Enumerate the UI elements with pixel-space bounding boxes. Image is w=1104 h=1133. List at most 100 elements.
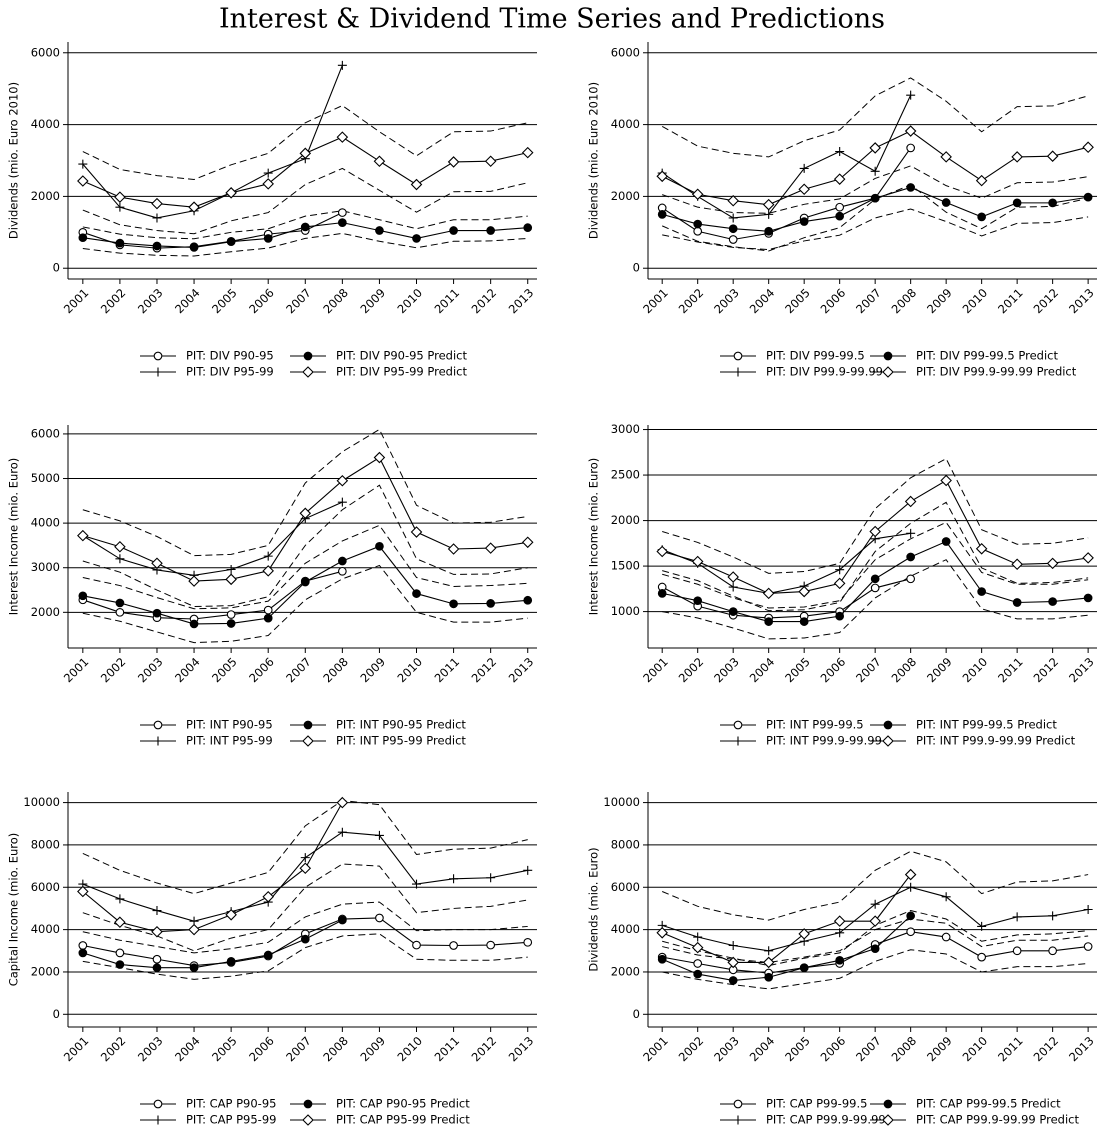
marker (1048, 946, 1057, 956)
marker (337, 497, 347, 507)
marker (693, 226, 703, 236)
marker (1012, 946, 1022, 956)
series-line (661, 147, 912, 241)
y-tick-label: 8000 (611, 837, 640, 851)
marker (225, 909, 237, 921)
marker (977, 921, 987, 931)
marker (904, 125, 917, 137)
legend-marker (303, 1099, 313, 1109)
marker (151, 197, 163, 210)
marker (188, 575, 200, 587)
marker (374, 830, 384, 840)
legend-label: PIT: INT P90-95 (186, 718, 273, 732)
legend-marker (303, 720, 313, 730)
legend-label: PIT: DIV P95-99 (186, 365, 274, 379)
marker (226, 565, 236, 575)
marker (1011, 558, 1023, 571)
marker (799, 163, 809, 173)
marker (521, 146, 534, 159)
confidence-band (662, 850, 1089, 921)
marker (833, 915, 846, 927)
marker (941, 892, 951, 902)
marker (300, 853, 310, 863)
marker (373, 451, 386, 464)
legend-marker (153, 351, 163, 361)
marker (693, 596, 703, 606)
marker (835, 565, 845, 575)
legend-marker (733, 736, 743, 746)
marker (523, 865, 533, 875)
confidence-band (662, 208, 1089, 251)
y-tick-label: 0 (633, 261, 640, 275)
marker (835, 928, 845, 938)
legend-label: PIT: DIV P99-99.5 Predict (916, 349, 1058, 363)
y-axis-label: Dividends (mio. Euro) (587, 847, 601, 971)
legend-label: PIT: DIV P99.9-99.99 (766, 365, 883, 379)
legend-label: PIT: DIV P99.9-99.99 Predict (916, 365, 1077, 379)
marker (152, 954, 162, 964)
marker (1012, 912, 1022, 922)
marker (870, 583, 880, 593)
marker (336, 796, 349, 809)
y-tick-label: 4000 (31, 117, 60, 131)
marker (78, 159, 88, 169)
marker (115, 894, 125, 904)
marker (728, 235, 738, 244)
legend-marker (733, 351, 743, 361)
marker (1082, 552, 1094, 564)
series-line (82, 570, 343, 620)
marker (906, 552, 916, 562)
marker (657, 589, 667, 598)
legend-marker (883, 720, 893, 730)
marker (263, 551, 273, 561)
marker (693, 969, 703, 979)
marker (906, 574, 916, 584)
marker (115, 948, 125, 958)
marker (412, 589, 421, 598)
marker (656, 545, 668, 558)
marker (833, 173, 846, 185)
y-tick-label: 2000 (611, 513, 640, 527)
legend-marker (883, 1099, 893, 1109)
marker (114, 540, 126, 553)
legend-marker (303, 351, 313, 361)
marker (728, 940, 738, 950)
marker (188, 201, 200, 213)
y-tick-label: 2500 (611, 468, 640, 482)
marker (373, 155, 386, 167)
marker (835, 611, 845, 621)
confidence-band (82, 799, 528, 895)
marker (412, 879, 422, 889)
confidence-band (82, 210, 528, 240)
marker (151, 557, 163, 570)
marker (77, 885, 89, 898)
y-tick-label: 2000 (31, 964, 60, 978)
marker (798, 585, 810, 598)
marker (835, 147, 845, 157)
legend-label: PIT: CAP P90-95 (186, 1097, 276, 1111)
marker (225, 187, 237, 199)
marker (764, 946, 774, 956)
confidence-band (82, 524, 528, 610)
legend-marker (733, 1115, 743, 1125)
marker (762, 587, 775, 600)
y-tick-label: 3000 (31, 560, 60, 574)
marker (1082, 141, 1094, 153)
y-tick-label: 10000 (603, 795, 640, 809)
y-axis-label: Dividends (mio. Euro 2010) (587, 82, 601, 239)
series-line (661, 94, 912, 219)
marker (263, 168, 273, 178)
marker (300, 577, 310, 587)
marker (1048, 597, 1057, 606)
y-axis-label: Capital Income (mio. Euro) (7, 833, 21, 987)
marker (798, 928, 810, 940)
y-tick-label: 0 (53, 1007, 60, 1021)
legend-label: PIT: CAP P99.9-99.99 Predict (916, 1113, 1079, 1127)
marker (906, 90, 916, 100)
marker (764, 209, 774, 219)
marker (410, 526, 423, 538)
y-axis-label: Dividends (mio. Euro 2010) (7, 82, 21, 239)
marker (1083, 942, 1093, 951)
marker (338, 915, 347, 925)
